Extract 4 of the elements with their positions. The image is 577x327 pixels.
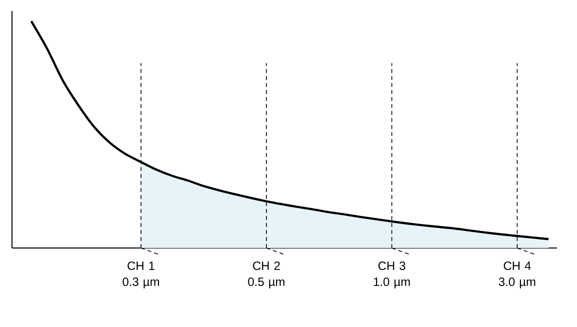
x-tick-label: CH 4 3.0 µm [498,262,536,288]
x-tick-label: CH 1 0.3 µm [122,262,159,288]
x-tick-label: CH 2 0.5 µm [248,262,284,288]
x-tick-label: CH 3 1.0 µm [374,262,410,288]
